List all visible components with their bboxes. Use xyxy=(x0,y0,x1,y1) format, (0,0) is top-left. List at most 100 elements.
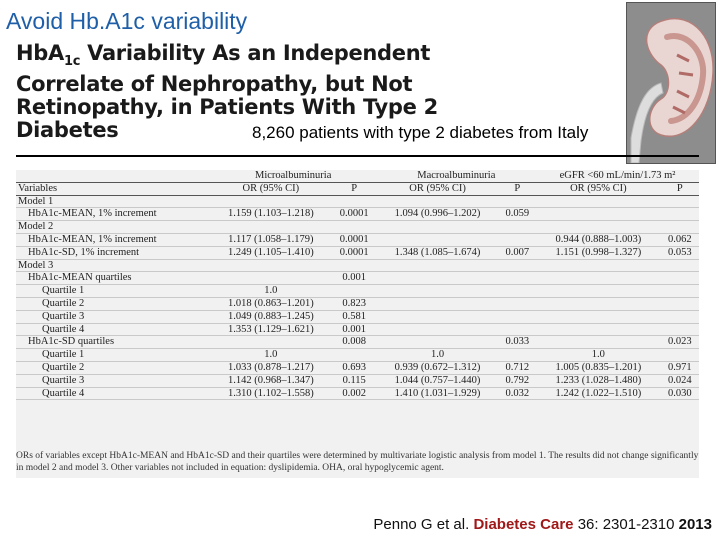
cell-p-micro: 0.0001 xyxy=(331,207,377,222)
paper-title-subscript: 1c xyxy=(63,54,81,70)
cell-or-macro: 0.939 (0.672–1.312) xyxy=(376,361,499,375)
cell-variable: HbA1c-MEAN quartiles xyxy=(16,271,210,286)
table-row: Quartile 1 1.0 1.0 1.0 xyxy=(16,348,699,362)
table-row: HbA1c-MEAN, 1% increment 1.117 (1.058–1.1… xyxy=(16,233,699,247)
cell-or-egfr: 1.005 (0.835–1.201) xyxy=(536,361,661,375)
cell-p-egfr xyxy=(660,259,699,273)
cell-p-macro xyxy=(498,348,537,362)
col-or-egfr: OR (95% CI) xyxy=(536,182,661,196)
cell-or-egfr xyxy=(536,297,661,311)
cell-or-micro: 1.0 xyxy=(209,284,332,298)
cell-or-micro: 1.310 (1.102–1.558) xyxy=(209,387,332,401)
cell-or-egfr xyxy=(536,220,661,234)
cell-or-micro xyxy=(209,335,332,350)
cell-p-micro: 0.0001 xyxy=(331,233,377,247)
cell-p-micro: 0.823 xyxy=(331,297,377,311)
cell-or-egfr: 1.151 (0.998–1.327) xyxy=(536,246,661,260)
cell-or-egfr: 1.0 xyxy=(536,348,661,362)
cell-or-egfr xyxy=(536,284,661,298)
cell-variable: Quartile 3 xyxy=(16,374,210,388)
cell-or-egfr: 0.944 (0.888–1.003) xyxy=(536,233,661,247)
group-egfr: eGFR <60 mL/min/1.73 m² xyxy=(536,170,699,183)
citation-details: 36: 2301-2310 xyxy=(577,516,675,533)
cell-p-macro: 0.792 xyxy=(498,374,537,388)
cell-p-macro xyxy=(498,233,537,247)
cell-p-micro xyxy=(331,195,377,209)
cell-p-egfr xyxy=(660,310,699,324)
cell-or-micro: 1.0 xyxy=(209,348,332,362)
table-column-header: Variables OR (95% CI) P OR (95% CI) P OR… xyxy=(16,182,699,196)
cell-or-micro: 1.142 (0.968–1.347) xyxy=(209,374,332,388)
cell-p-egfr: 0.023 xyxy=(660,335,699,350)
cell-or-micro xyxy=(209,195,332,209)
cell-p-egfr: 0.030 xyxy=(660,387,699,401)
table-row: Quartile 4 1.353 (1.129–1.621) 0.001 xyxy=(16,323,699,337)
table-row: Quartile 4 1.310 (1.102–1.558) 0.002 1.410 … xyxy=(16,387,699,401)
table-row: HbA1c-MEAN quartiles 0.001 xyxy=(16,271,699,286)
cell-p-micro xyxy=(331,348,377,362)
cell-or-micro xyxy=(209,259,332,273)
paper-title: HbA1c Variability As an Independent Corr… xyxy=(16,41,466,143)
table-row: Model 1 xyxy=(16,195,699,209)
cell-variable: Model 2 xyxy=(16,220,210,234)
cell-or-egfr: 1.233 (1.028–1.480) xyxy=(536,374,661,388)
cell-p-egfr xyxy=(660,284,699,298)
cell-or-macro: 1.044 (0.757–1.440) xyxy=(376,374,499,388)
table-row: HbA1c-SD, 1% increment 1.249 (1.105–1.410… xyxy=(16,246,699,260)
cell-or-macro xyxy=(376,323,499,337)
cell-p-micro xyxy=(331,259,377,273)
cell-p-macro xyxy=(498,310,537,324)
paper-title-part2: Variability As an Independent Correlate … xyxy=(16,41,438,143)
cell-or-macro: 1.348 (1.085–1.674) xyxy=(376,246,499,260)
cell-p-egfr xyxy=(660,323,699,337)
cell-or-micro: 1.049 (0.883–1.245) xyxy=(209,310,332,324)
table-row: Quartile 2 1.018 (0.863–1.201) 0.823 xyxy=(16,297,699,311)
cell-or-micro: 1.249 (1.105–1.410) xyxy=(209,246,332,260)
cell-or-egfr: 1.242 (1.022–1.510) xyxy=(536,387,661,401)
citation-authors: Penno G et al. xyxy=(373,516,470,533)
cell-variable: Quartile 4 xyxy=(16,387,210,401)
cell-variable: Quartile 3 xyxy=(16,310,210,324)
cell-p-egfr xyxy=(660,297,699,311)
cell-or-micro xyxy=(209,220,332,234)
cell-or-macro xyxy=(376,335,499,350)
table-group-header: Microalbuminuria Macroalbuminuria eGFR <… xyxy=(16,170,699,183)
cell-or-micro: 1.159 (1.103–1.218) xyxy=(209,207,332,222)
cell-or-macro xyxy=(376,259,499,273)
cell-or-egfr xyxy=(536,195,661,209)
cell-variable: HbA1c-MEAN, 1% increment xyxy=(16,207,210,222)
cell-p-micro xyxy=(331,220,377,234)
cell-p-macro xyxy=(498,195,537,209)
cell-or-macro: 1.094 (0.996–1.202) xyxy=(376,207,499,222)
cell-p-macro: 0.032 xyxy=(498,387,537,401)
cell-or-micro: 1.117 (1.058–1.179) xyxy=(209,233,332,247)
cell-p-egfr xyxy=(660,348,699,362)
table-row: HbA1c-SD quartiles 0.008 0.033 0.023 xyxy=(16,335,699,350)
cell-p-micro: 0.581 xyxy=(331,310,377,324)
cell-variable: Quartile 1 xyxy=(16,284,210,298)
col-or-micro: OR (95% CI) xyxy=(209,182,332,196)
kidney-icon xyxy=(627,3,715,164)
citation: Penno G et al. Diabetes Care 36: 2301-23… xyxy=(373,516,712,533)
citation-year: 2013 xyxy=(678,516,712,533)
cell-p-macro xyxy=(498,297,537,311)
results-table: Microalbuminuria Macroalbuminuria eGFR <… xyxy=(16,170,699,401)
group-variables xyxy=(16,170,210,183)
cell-p-micro: 0.115 xyxy=(331,374,377,388)
table-row: Quartile 2 1.033 (0.878–1.217) 0.693 0.939 … xyxy=(16,361,699,375)
cell-p-micro: 0.0001 xyxy=(331,246,377,260)
col-p-macro: P xyxy=(498,182,537,196)
cell-p-egfr: 0.053 xyxy=(660,246,699,260)
cell-p-macro: 0.007 xyxy=(498,246,537,260)
cell-p-egfr xyxy=(660,220,699,234)
cell-or-micro: 1.018 (0.863–1.201) xyxy=(209,297,332,311)
cell-or-micro xyxy=(209,271,332,286)
cell-or-egfr xyxy=(536,207,661,222)
cell-p-egfr xyxy=(660,271,699,286)
cell-or-egfr xyxy=(536,271,661,286)
cell-p-micro: 0.008 xyxy=(331,335,377,350)
paper-title-part1: HbA xyxy=(16,41,64,65)
cell-p-micro: 0.693 xyxy=(331,361,377,375)
cell-variable: Quartile 1 xyxy=(16,348,210,362)
cell-or-macro: 1.0 xyxy=(376,348,499,362)
